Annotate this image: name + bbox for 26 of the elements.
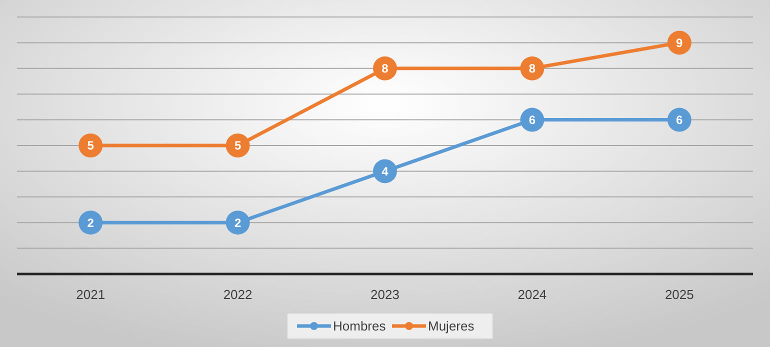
point [226, 210, 250, 235]
data-label: 6 [676, 113, 684, 127]
legend-label: Mujeres [428, 318, 475, 334]
point [520, 56, 544, 80]
legend-label: Hombres [333, 318, 386, 334]
data-label: 8 [382, 62, 389, 76]
data-label: 5 [87, 138, 94, 153]
point [226, 134, 250, 158]
data-label: 2 [87, 216, 94, 230]
x-tick-label: 2025 [664, 287, 694, 302]
data-label: 9 [676, 36, 684, 50]
point [373, 56, 397, 80]
x-tick-label: 2024 [518, 287, 547, 302]
data-label: 6 [528, 113, 536, 127]
data-label: 2 [234, 216, 242, 230]
point [78, 134, 103, 158]
point [78, 210, 103, 235]
x-tick-label: 2022 [223, 287, 252, 302]
x-tick-label: 2021 [76, 287, 106, 302]
data-label: 8 [528, 62, 536, 76]
point [667, 108, 692, 132]
point [667, 30, 692, 55]
x-tick-label: 2023 [370, 287, 400, 302]
point [520, 108, 544, 132]
data-label: 5 [234, 138, 242, 153]
data-label: 4 [382, 164, 389, 178]
